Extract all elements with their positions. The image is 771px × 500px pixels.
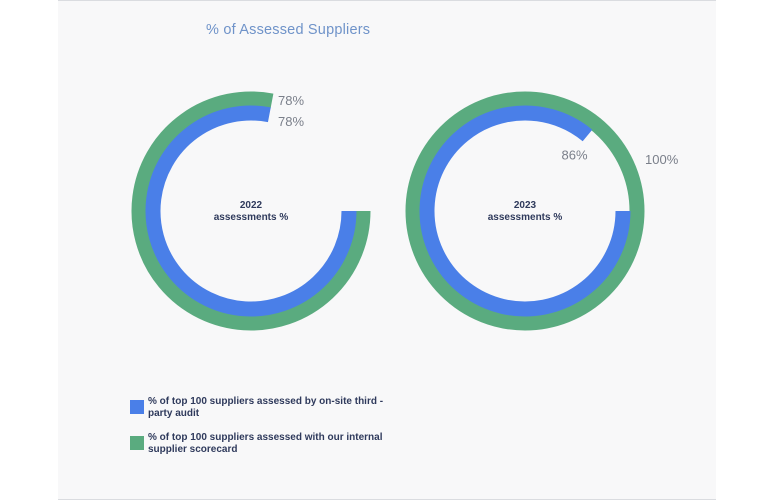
donut-2022-year-label: 2022	[240, 200, 263, 211]
legend-label-scorecard: % of top 100 suppliers assessed with our…	[148, 432, 383, 455]
donut-2022-scorecard-ring	[131, 91, 371, 331]
donut-2023-scorecard-ring	[405, 91, 645, 331]
donut-2022-caption: assessments %	[214, 212, 289, 223]
donut-2022-audit-value: 78%	[278, 114, 304, 129]
donut-2022-audit-ring	[145, 105, 357, 317]
donut-2022-scorecard-value: 78%	[278, 93, 304, 108]
legend-swatch-scorecard	[130, 436, 144, 450]
chart-title: % of Assessed Suppliers	[206, 22, 371, 38]
donut-2023-scorecard-value: 100%	[645, 152, 679, 167]
legend-swatch-audit	[130, 400, 144, 414]
legend-label-audit: % of top 100 suppliers assessed by on-si…	[148, 396, 384, 419]
donut-2023-caption: assessments %	[488, 212, 563, 223]
donut-2023-year-label: 2023	[514, 200, 537, 211]
donut-2023-audit-ring	[419, 105, 631, 317]
donut-2023-audit-value: 86%	[562, 148, 588, 163]
